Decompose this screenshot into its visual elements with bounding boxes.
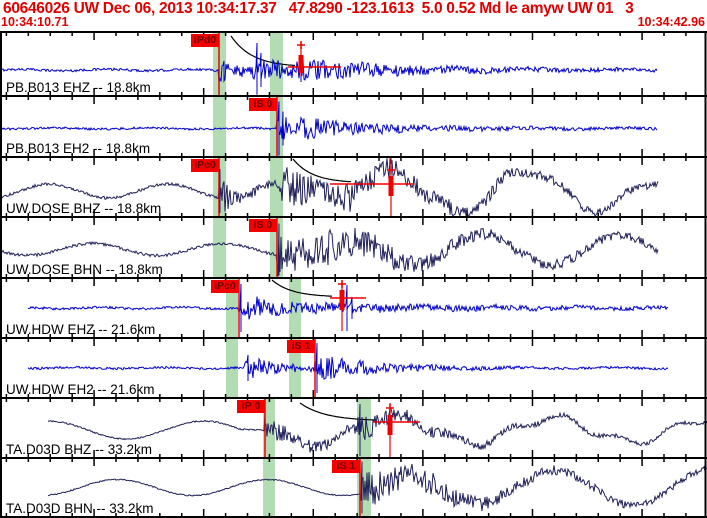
window-start-time: 10:34:10.71	[1, 15, 69, 29]
trace-label-3: UW.DOSE BHZ -- 18.8km	[6, 201, 162, 216]
pick-label-1[interactable]: iPd0	[191, 34, 219, 47]
waveform-plot: PB.B013 EHZ -- 18.8km PB.B013 EH2 -- 18.…	[0, 31, 707, 518]
trace-label-7: TA.D03D BHZ -- 33.2km	[6, 442, 153, 457]
trace-label-2: PB.B013 EH2 -- 18.8km	[6, 141, 151, 156]
pick-label-2[interactable]: iS 0	[249, 98, 277, 111]
trace-label-6: UW.HDW EH2 -- 21.6km	[6, 382, 155, 397]
pick-label-7[interactable]: iP 0	[237, 400, 265, 413]
pick-label-5[interactable]: iPc0	[211, 280, 239, 293]
pick-label-8[interactable]: iS 1	[332, 460, 360, 473]
pick-label-3[interactable]: iPc0	[191, 159, 219, 172]
window-end-time: 10:34:42.96	[637, 15, 705, 29]
trace-label-4: UW.DOSE BHN -- 18.8km	[6, 262, 163, 277]
trace-label-5: UW.HDW EHZ -- 21.6km	[6, 322, 156, 337]
trace-label-1: PB.B013 EHZ -- 18.8km	[6, 80, 151, 95]
trace-label-8: TA.D03D BHN -- 33.2km	[6, 501, 154, 516]
pick-label-6[interactable]: iS 1	[287, 340, 315, 353]
event-title: 60646026 UW Dec 06, 2013 10:34:17.37 47.…	[3, 0, 634, 17]
seismogram-canvas[interactable]	[0, 31, 707, 518]
pick-label-4[interactable]: iS 0	[249, 219, 277, 232]
